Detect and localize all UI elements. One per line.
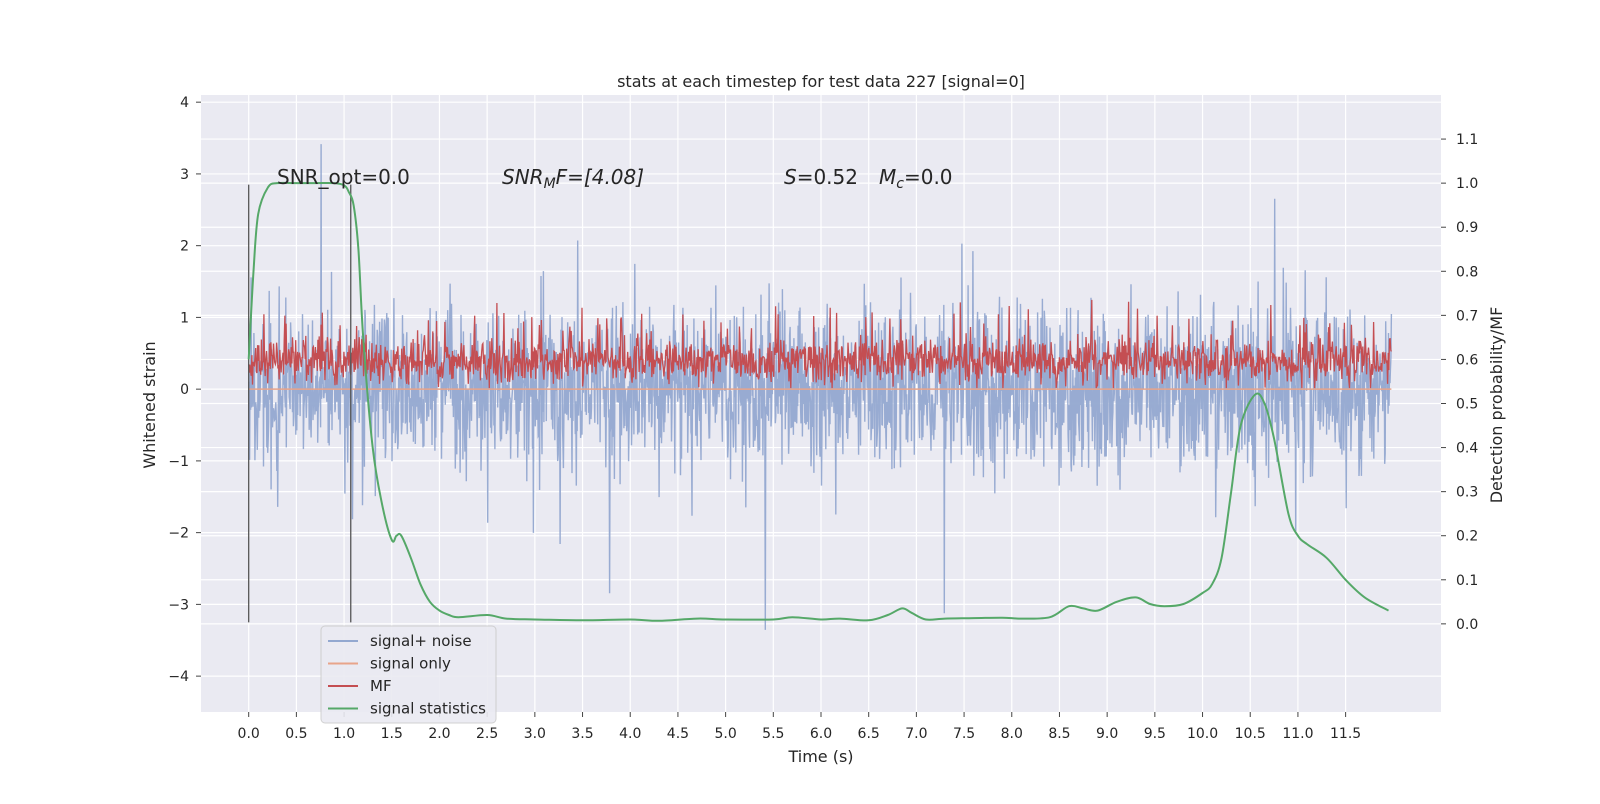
annotation-mc: Mc=0.0: [879, 165, 953, 192]
x-tick-label: 1.0: [333, 726, 355, 742]
x-tick-label: 10.0: [1187, 726, 1218, 742]
y-left-tick-label: 0: [180, 382, 189, 398]
x-axis-label: Time (s): [787, 747, 853, 766]
y-left-tick-label: −2: [168, 526, 189, 542]
x-tick-label: 2.0: [428, 726, 450, 742]
x-tick-labels: 0.0 0.5 1.0 1.5 2.0 2.5 3.0 3.5 4.0 4.5 5.0 5.5 6.0 6…: [238, 712, 1361, 742]
legend-box: [320, 625, 497, 724]
y-right-tick-label: 0.0: [1456, 617, 1478, 633]
y-left-axis-label: Whitened strain: [140, 341, 159, 468]
x-tick-label: 3.0: [524, 726, 546, 742]
series-signal-noise: [248, 144, 1393, 630]
y-right-tick-labels: 0.0 0.1 0.2 0.3 0.4 0.5 0.6 0.7 0.8 0.9 1.0 1.1: [1441, 132, 1478, 633]
y-right-tick-label: 1.1: [1456, 132, 1478, 148]
series-signal-statistics: [247, 181, 1389, 622]
series-mf: [248, 299, 1392, 389]
x-tick-label: 7.0: [905, 726, 927, 742]
x-tick-label: 9.5: [1144, 726, 1166, 742]
vertical-markers: [248, 184, 352, 623]
y-left-tick-label: −4: [168, 669, 189, 685]
snr-mf-rest: F=[4.08]: [556, 165, 644, 189]
s-value: =0.52: [797, 165, 858, 189]
x-tick-label: 1.5: [381, 726, 403, 742]
x-tick-label: 0.5: [285, 726, 307, 742]
x-tick-label: 8.0: [1001, 726, 1023, 742]
signal-statistics-trace: [247, 181, 1389, 622]
legend-label: signal+ noise: [370, 632, 472, 650]
y-left-tick-label: 4: [180, 95, 189, 111]
legend-label: signal statistics: [370, 700, 486, 718]
x-tick-label: 4.0: [619, 726, 641, 742]
y-left-tick-label: 2: [180, 239, 189, 255]
y-left-tick-label: 1: [180, 310, 189, 326]
legend-label: signal only: [370, 655, 451, 673]
annotation-s: S=0.52: [784, 165, 858, 189]
mf-trace: [248, 299, 1392, 389]
x-tick-label: 7.5: [953, 726, 975, 742]
snr-mf-sub: M: [544, 176, 556, 192]
x-tick-label: 6.5: [858, 726, 880, 742]
y-right-tick-label: 0.6: [1456, 352, 1478, 368]
grid: [201, 95, 1441, 712]
x-tick-label: 2.5: [476, 726, 498, 742]
y-right-tick-label: 0.3: [1456, 485, 1478, 501]
noise-trace: [248, 144, 1393, 630]
y-right-axis-label: Detection probability/MF: [1487, 307, 1506, 504]
y-right-tick-label: 1.0: [1456, 176, 1478, 192]
x-tick-label: 5.0: [714, 726, 736, 742]
y-right-tick-label: 0.9: [1456, 220, 1478, 236]
y-right-tick-label: 0.1: [1456, 573, 1478, 589]
y-left-tick-label: 3: [180, 167, 189, 183]
annotations: SNR_opt=0.0 SNRMF=[4.08] S=0.52 Mc=0.0: [277, 165, 953, 192]
x-tick-label: 5.5: [762, 726, 784, 742]
snr-mf-base: SNR: [502, 165, 544, 189]
mc-value: =0.0: [904, 165, 953, 189]
y-left-tick-label: −3: [168, 597, 189, 613]
x-tick-label: 8.5: [1048, 726, 1070, 742]
y-left-tick-label: −1: [168, 454, 189, 470]
y-right-tick-label: 0.7: [1456, 308, 1478, 324]
x-tick-label: 6.0: [810, 726, 832, 742]
x-tick-label: 11.5: [1330, 726, 1361, 742]
x-tick-label: 3.5: [571, 726, 593, 742]
legend-label: MF: [370, 677, 392, 695]
annotation-snr-mf: SNRMF=[4.08]: [502, 165, 644, 192]
y-right-tick-label: 0.8: [1456, 264, 1478, 280]
x-tick-label: 10.5: [1235, 726, 1266, 742]
mc-sub: c: [896, 176, 904, 192]
x-tick-label: 4.5: [667, 726, 689, 742]
y-right-tick-label: 0.4: [1456, 441, 1478, 457]
y-left-tick-labels: 4 3 2 1 0 −1 −2 −3 −4: [168, 95, 201, 685]
y-right-tick-label: 0.5: [1456, 397, 1478, 413]
y-right-tick-label: 0.2: [1456, 529, 1478, 545]
x-tick-label: 11.0: [1282, 726, 1313, 742]
annotation-snr-opt: SNR_opt=0.0: [277, 165, 410, 189]
x-tick-label: 0.0: [238, 726, 260, 742]
chart-title: stats at each timestep for test data 227…: [617, 72, 1025, 91]
s-label: S: [784, 165, 797, 189]
x-tick-label: 9.0: [1096, 726, 1118, 742]
mc-label: M: [879, 165, 896, 189]
legend: signal+ noise signal only MF signal statist…: [320, 625, 497, 724]
